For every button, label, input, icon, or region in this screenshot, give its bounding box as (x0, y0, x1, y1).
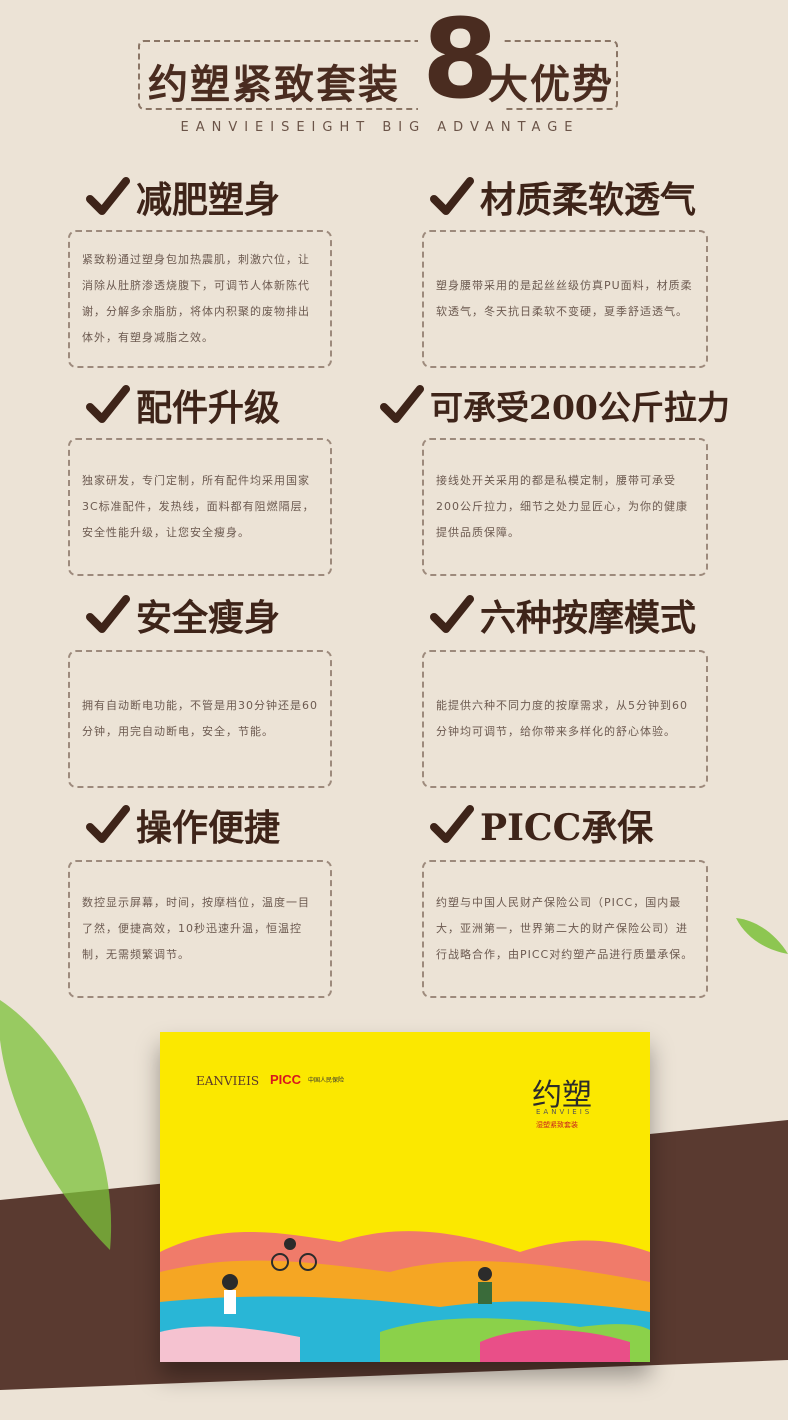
check-icon (430, 805, 474, 843)
check-icon (86, 805, 130, 843)
package-picc-sub: 中国人民保险 (308, 1077, 345, 1084)
feature-heading-3: 配件升级 (86, 380, 280, 430)
check-icon (86, 595, 130, 633)
check-icon (380, 385, 424, 423)
feature-card-2: 塑身腰带采用的是起丝丝级仿真PU面料，材质柔软透气，冬天抗日柔软不变硬，夏季舒适… (422, 230, 708, 368)
feature-title: 减肥塑身 (136, 179, 281, 221)
feature-card-4: 接线处开关采用的都是私模定制，腰带可承受200公斤拉力，细节之处力显匠心，为你的… (422, 438, 708, 576)
check-icon (86, 177, 130, 215)
feature-text: 接线处开关采用的都是私模定制，腰带可承受200公斤拉力，细节之处力显匠心，为你的… (436, 474, 688, 539)
package-logo-en: EANVIEIS (536, 1108, 593, 1116)
feature-card-8: 约塑与中国人民财产保险公司（PICC，国内最大，亚洲第一，世界第二大的财产保险公… (422, 860, 708, 998)
feature-text: 约塑与中国人民财产保险公司（PICC，国内最大，亚洲第一，世界第二大的财产保险公… (436, 896, 694, 961)
feature-card-1: 紧致粉通过塑身包加热震肌，刺激穴位，让消除从肚脐渗透烧腹下，可调节人体新陈代谢，… (68, 230, 332, 368)
feature-card-6: 能提供六种不同力度的按摩需求，从5分钟到60分钟均可调节，给你带来多样化的舒心体… (422, 650, 708, 788)
feature-text: 数控显示屏幕，时间，按摩档位，温度一目了然，便捷高效，10秒迅速升温，恒温控制，… (82, 896, 310, 961)
feature-card-7: 数控显示屏幕，时间，按摩档位，温度一目了然，便捷高效，10秒迅速升温，恒温控制，… (68, 860, 332, 998)
feature-text: 紧致粉通过塑身包加热震肌，刺激穴位，让消除从肚脐渗透烧腹下，可调节人体新陈代谢，… (82, 253, 310, 344)
leaf-decoration (736, 918, 788, 954)
package-picc-logo: PICC (270, 1072, 302, 1087)
leaf-decoration (0, 1000, 112, 1250)
feature-text: 能提供六种不同力度的按摩需求，从5分钟到60分钟均可调节，给你带来多样化的舒心体… (436, 699, 688, 738)
feature-heading-4: 可承受200公斤拉力 (380, 380, 730, 430)
feature-heading-8: PICC承保 (430, 800, 653, 850)
package-illustration (160, 1231, 650, 1362)
title-frame (138, 40, 618, 110)
feature-title: 六种按摩模式 (480, 597, 697, 639)
feature-title: 材质柔软透气 (480, 179, 697, 221)
feature-text: 独家研发，专门定制，所有配件均采用国家3C标准配件，发热线，面料都有阻燃隔层，安… (82, 474, 315, 539)
package-logo: 约塑 (532, 1078, 592, 1113)
feature-heading-1: 减肥塑身 (86, 172, 280, 222)
check-icon (430, 595, 474, 633)
feature-heading-2: 材质柔软透气 (430, 172, 696, 222)
feature-heading-7: 操作便捷 (86, 800, 280, 850)
feature-text: 塑身腰带采用的是起丝丝级仿真PU面料，材质柔软透气，冬天抗日柔软不变硬，夏季舒适… (436, 279, 693, 318)
package-logo-sub: 湿塑紧致套装 (536, 1121, 578, 1129)
check-icon (86, 385, 130, 423)
feature-heading-5: 安全瘦身 (86, 590, 280, 640)
feature-text: 拥有自动断电功能，不管是用30分钟还是60分钟，用完自动断电，安全，节能。 (82, 699, 318, 738)
product-package: EANVIEIS PICC 中国人民保险 约塑 EANVIEIS 湿塑紧致套装 (160, 1032, 650, 1362)
feature-heading-6: 六种按摩模式 (430, 590, 696, 640)
subtitle: EANVIEISEIGHT BIG ADVANTAGE (180, 120, 580, 135)
feature-card-3: 独家研发，专门定制，所有配件均采用国家3C标准配件，发热线，面料都有阻燃隔层，安… (68, 438, 332, 576)
check-icon (430, 177, 474, 215)
feature-card-5: 拥有自动断电功能，不管是用30分钟还是60分钟，用完自动断电，安全，节能。 (68, 650, 332, 788)
title-right: 大优势 (488, 61, 614, 108)
title-number: 8 (418, 4, 503, 114)
feature-title: 操作便捷 (136, 807, 281, 849)
feature-title: PICC承保 (480, 807, 654, 849)
feature-title: 配件升级 (136, 387, 281, 429)
feature-title: 可承受200公斤拉力 (430, 388, 730, 427)
title-left: 约塑紧致套装 (148, 61, 400, 108)
package-brand: EANVIEIS (196, 1074, 260, 1088)
feature-title: 安全瘦身 (136, 597, 281, 639)
